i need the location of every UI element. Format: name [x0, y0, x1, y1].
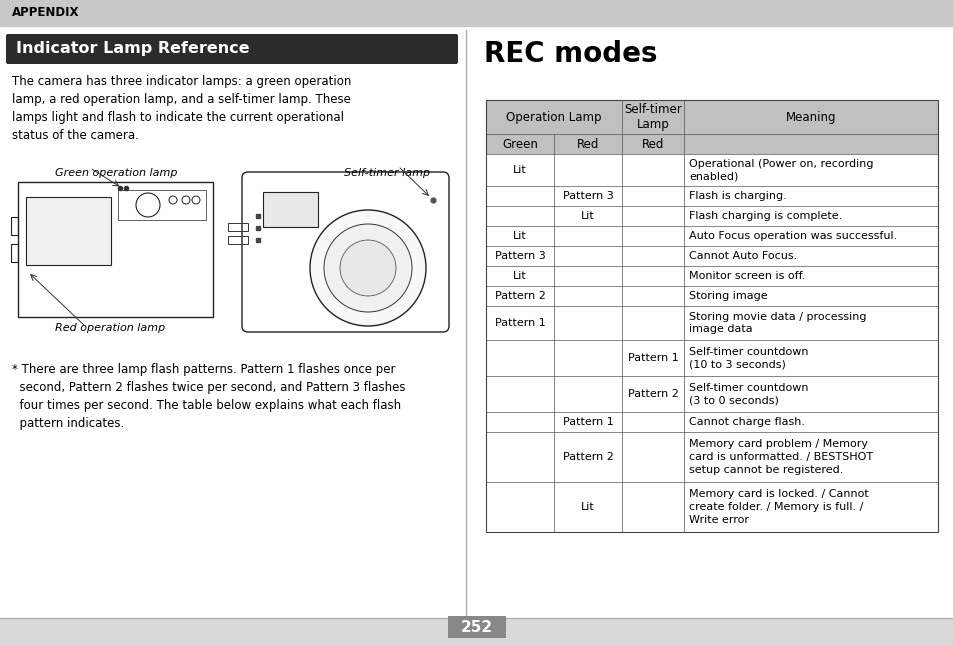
- Text: * There are three lamp flash patterns. Pattern 1 flashes once per
  second, Patt: * There are three lamp flash patterns. P…: [12, 363, 405, 430]
- Text: Red operation lamp: Red operation lamp: [55, 323, 165, 333]
- Text: Self-timer countdown
(3 to 0 seconds): Self-timer countdown (3 to 0 seconds): [688, 382, 807, 406]
- Text: Pattern 1: Pattern 1: [562, 417, 613, 427]
- Text: Red: Red: [641, 138, 663, 151]
- Text: Auto Focus operation was successful.: Auto Focus operation was successful.: [688, 231, 897, 241]
- Bar: [448, 616, 505, 638]
- FancyBboxPatch shape: [242, 172, 449, 332]
- Text: Cannot charge flash.: Cannot charge flash.: [688, 417, 804, 427]
- Bar: [485, 100, 937, 134]
- Text: 252: 252: [460, 620, 493, 634]
- Text: Lit: Lit: [513, 231, 526, 241]
- Text: Operation Lamp: Operation Lamp: [506, 110, 601, 123]
- Text: Pattern 1: Pattern 1: [627, 353, 678, 363]
- Bar: [18, 182, 213, 317]
- Bar: [11, 244, 18, 262]
- Text: Cannot Auto Focus.: Cannot Auto Focus.: [688, 251, 797, 261]
- Bar: [0, 618, 953, 646]
- Text: Red: Red: [577, 138, 598, 151]
- Text: Memory card is locked. / Cannot
create folder. / Memory is full. /
Write error: Memory card is locked. / Cannot create f…: [688, 489, 868, 525]
- Text: Pattern 2: Pattern 2: [494, 291, 545, 301]
- Bar: [485, 100, 937, 532]
- Text: Meaning: Meaning: [785, 110, 836, 123]
- Text: Lit: Lit: [580, 502, 595, 512]
- Text: Lit: Lit: [513, 271, 526, 281]
- Text: Lit: Lit: [580, 211, 595, 221]
- Bar: [485, 134, 937, 154]
- Text: Lit: Lit: [513, 165, 526, 175]
- Text: Green operation lamp: Green operation lamp: [55, 168, 177, 178]
- Text: Self-timer lamp: Self-timer lamp: [343, 168, 430, 178]
- Text: Flash is charging.: Flash is charging.: [688, 191, 786, 201]
- Bar: [0, 0, 953, 26]
- Circle shape: [339, 240, 395, 296]
- Bar: [118, 190, 206, 220]
- Text: Pattern 2: Pattern 2: [562, 452, 613, 462]
- Text: Self-timer
Lamp: Self-timer Lamp: [623, 103, 681, 131]
- Text: Monitor screen is off.: Monitor screen is off.: [688, 271, 804, 281]
- Text: APPENDIX: APPENDIX: [12, 6, 79, 19]
- Text: Operational (Power on, recording
enabled): Operational (Power on, recording enabled…: [688, 159, 873, 182]
- Text: Storing image: Storing image: [688, 291, 767, 301]
- Text: The camera has three indicator lamps: a green operation
lamp, a red operation la: The camera has three indicator lamps: a …: [12, 75, 351, 142]
- Circle shape: [324, 224, 412, 312]
- Text: Pattern 2: Pattern 2: [627, 389, 678, 399]
- Text: REC modes: REC modes: [483, 40, 657, 68]
- Text: Pattern 3: Pattern 3: [562, 191, 613, 201]
- Bar: [228, 223, 248, 231]
- Text: Storing movie data / processing
image data: Storing movie data / processing image da…: [688, 311, 865, 335]
- Text: Flash charging is complete.: Flash charging is complete.: [688, 211, 841, 221]
- Bar: [263, 192, 317, 227]
- Text: Self-timer countdown
(10 to 3 seconds): Self-timer countdown (10 to 3 seconds): [688, 347, 807, 370]
- Circle shape: [310, 210, 426, 326]
- Bar: [11, 217, 18, 235]
- Text: Indicator Lamp Reference: Indicator Lamp Reference: [16, 41, 250, 56]
- Text: Memory card problem / Memory
card is unformatted. / BESTSHOT
setup cannot be reg: Memory card problem / Memory card is unf…: [688, 439, 872, 475]
- Text: Pattern 1: Pattern 1: [494, 318, 545, 328]
- Text: Pattern 3: Pattern 3: [494, 251, 545, 261]
- Text: Green: Green: [501, 138, 537, 151]
- FancyBboxPatch shape: [6, 34, 457, 64]
- Bar: [228, 236, 248, 244]
- Bar: [26, 197, 111, 265]
